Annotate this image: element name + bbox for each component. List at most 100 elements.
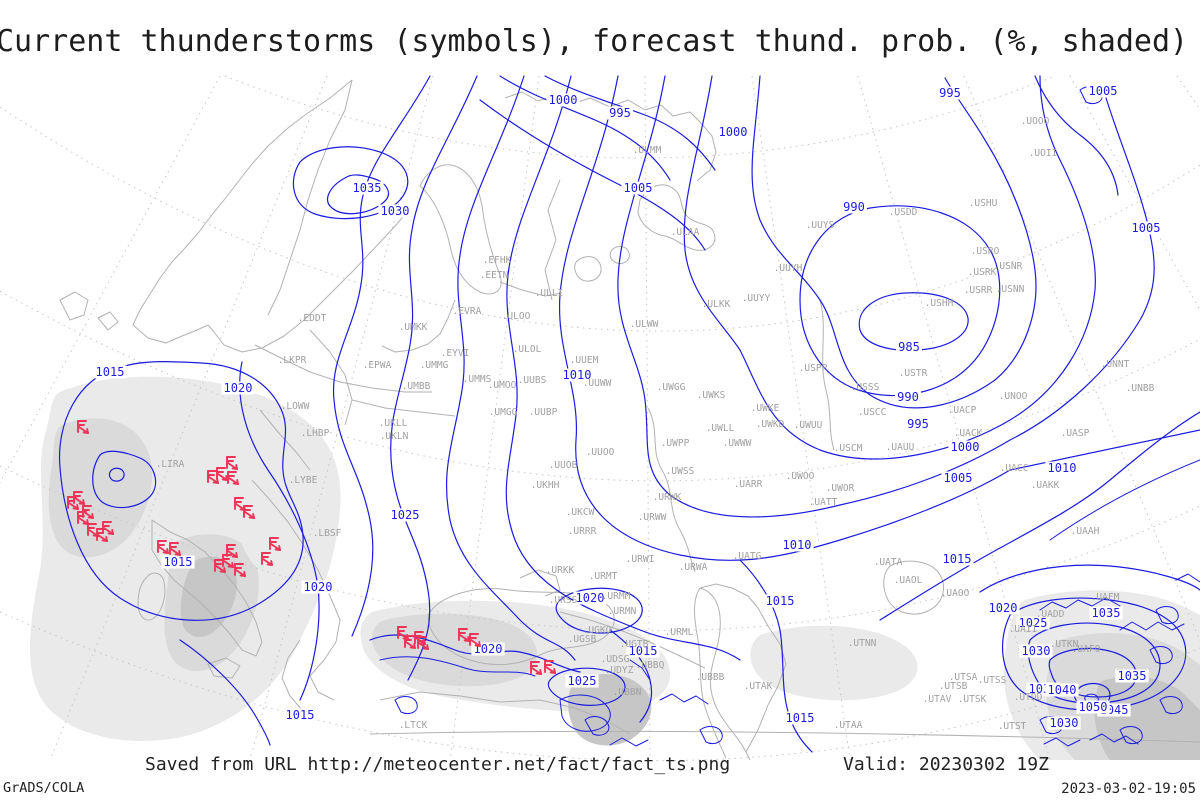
- isobar-label: 1010: [1048, 461, 1077, 475]
- station-label: .LKPR: [278, 355, 307, 366]
- station-label: .UATT: [809, 497, 838, 508]
- station-label: .UAOO: [941, 588, 970, 599]
- station-label: .UWLL: [706, 423, 735, 434]
- station-label: .UTST: [998, 721, 1027, 732]
- station-label: .URWK: [653, 492, 682, 503]
- station-label: .USNR: [994, 261, 1023, 272]
- isobar-label-back: [1129, 221, 1163, 235]
- station-label: .UMKK: [399, 322, 428, 333]
- station-label: .EYVI: [441, 348, 470, 359]
- station-label: .UAFM: [1091, 592, 1120, 603]
- station-label: .UUYS: [806, 220, 835, 231]
- station-label: .UOOO: [1021, 116, 1050, 127]
- station-label: .UWOR: [826, 483, 855, 494]
- station-label: .UATA: [874, 557, 903, 568]
- station-label: .UASP: [1061, 428, 1090, 439]
- station-label: .UAKK: [1031, 480, 1060, 491]
- station-label: .UAII: [1009, 624, 1038, 635]
- isobar-label-back: [621, 181, 655, 195]
- valid-time-text: Valid: 20230302 19Z: [843, 754, 1049, 775]
- station-label: .UMOO: [488, 380, 517, 391]
- isobar-label: 1020: [989, 601, 1018, 615]
- isobar-label: 985: [898, 340, 920, 354]
- isobar-label: 1035: [1092, 606, 1121, 620]
- isobar-label: 1015: [164, 555, 193, 569]
- station-label: .URWW: [638, 512, 667, 523]
- isobar-label-back: [1115, 669, 1149, 683]
- station-label: .UAOL: [894, 575, 923, 586]
- isobar-label: 990: [843, 200, 865, 214]
- station-label: .ULOO: [502, 311, 531, 322]
- station-label: .USRK: [968, 267, 997, 278]
- station-label: .USTR: [899, 368, 928, 379]
- isobar-label: 1030: [1022, 644, 1051, 658]
- isobar-label-back: [1047, 716, 1081, 730]
- station-label: .URRR: [568, 526, 597, 537]
- station-label: .ULLI: [535, 288, 564, 299]
- isobar-label: 995: [939, 86, 961, 100]
- station-label: .EDDT: [298, 313, 327, 324]
- isobar-label-back: [1045, 461, 1079, 475]
- station-label: .URMM: [602, 591, 631, 602]
- station-label: .UACK: [954, 428, 983, 439]
- isobar-label-back: [573, 591, 607, 605]
- station-label: .UMBB: [402, 381, 431, 392]
- isobar-label: 1015: [286, 708, 315, 722]
- isobar-label: 1050: [1079, 700, 1108, 714]
- isobar-label: 1000: [951, 440, 980, 454]
- station-label: .UWOO: [786, 471, 815, 482]
- isobar-label-back: [905, 417, 931, 431]
- isobar-label-back: [378, 204, 412, 218]
- station-label: .URML: [665, 627, 694, 638]
- isobar-label-back: [1019, 644, 1053, 658]
- isobar-label: 1010: [563, 368, 592, 382]
- station-label: .USPP: [799, 363, 828, 374]
- isobar-label-back: [941, 471, 975, 485]
- station-label: .ULMM: [633, 145, 662, 156]
- station-label: .UGKO: [583, 625, 612, 636]
- station-label: .USHH: [925, 298, 954, 309]
- isobar-labels: 1000 995 1000 995 1005 1035 1030 1005 990 985 990 9…: [93, 84, 1163, 730]
- station-label: .USHU: [969, 198, 998, 209]
- isobar-label: 1000: [719, 125, 748, 139]
- isobar-label: 1010: [783, 538, 812, 552]
- isobar-label: 1005: [1089, 84, 1118, 98]
- station-label: .ULAA: [671, 227, 700, 238]
- station-label: .URSS: [549, 595, 578, 606]
- isobar-label: 1035: [353, 181, 382, 195]
- station-label: .UTSA: [949, 672, 978, 683]
- grads-cola-credit: GrADS/COLA: [3, 780, 85, 796]
- station-label: .UAFO: [1072, 644, 1101, 655]
- station-label: .ULOL: [513, 344, 542, 355]
- station-label: .UTKN: [1050, 639, 1079, 650]
- station-label: .UKLL: [379, 418, 408, 429]
- station-label: .UATG: [733, 551, 762, 562]
- station-label: .LBSF: [313, 528, 342, 539]
- station-label: .UBBQ: [636, 660, 665, 671]
- isobar-label: 1005: [624, 181, 653, 195]
- isobar-label-back: [221, 381, 255, 395]
- isobar-label: 1000: [549, 93, 578, 107]
- station-label: .UUYY: [742, 293, 771, 304]
- station-label: .ULWW: [630, 319, 659, 330]
- station-label: .USSS: [851, 382, 880, 393]
- station-label: .UWGG: [657, 382, 686, 393]
- coastlines: [59, 79, 1200, 761]
- isobar-label-back: [896, 340, 922, 354]
- station-label: .EPWA: [363, 360, 392, 371]
- station-label: .LTCK: [399, 720, 428, 731]
- station-label: .UKLN: [380, 431, 409, 442]
- station-label: .ULKK: [702, 299, 731, 310]
- isobar-label-back: [350, 181, 384, 195]
- isobar-label-back: [161, 555, 195, 569]
- isobar-label: 1025: [1019, 616, 1048, 630]
- isobar-label-back: [986, 601, 1020, 615]
- isobar-label: 1020: [224, 381, 253, 395]
- isobar-label-back: [626, 644, 660, 658]
- isobar-label-back: [895, 390, 921, 404]
- station-label: .EETN: [480, 270, 509, 281]
- isobar-label: 1005: [1132, 221, 1161, 235]
- station-label: .USNN: [996, 284, 1025, 295]
